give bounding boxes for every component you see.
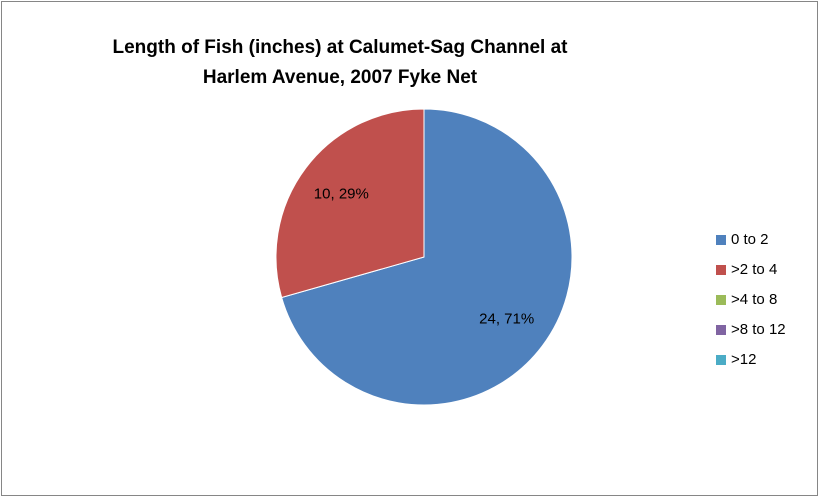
pie-slice — [281, 108, 573, 406]
legend-label: >8 to 12 — [731, 321, 786, 338]
legend-label: >4 to 8 — [731, 291, 777, 308]
data-label: 10, 29% — [314, 186, 369, 203]
legend-swatch — [716, 265, 726, 275]
legend-label: 0 to 2 — [731, 231, 769, 248]
legend-swatch — [716, 325, 726, 335]
pie-slice — [275, 108, 425, 299]
legend-label: >2 to 4 — [731, 261, 777, 278]
legend-swatch — [716, 355, 726, 365]
chart-title: Length of Fish (inches) at Calumet-Sag C… — [113, 37, 569, 88]
legend-label: >12 — [731, 351, 756, 368]
legend-swatch — [716, 295, 726, 305]
legend-swatch — [716, 235, 726, 245]
data-label: 24, 71% — [479, 310, 534, 327]
